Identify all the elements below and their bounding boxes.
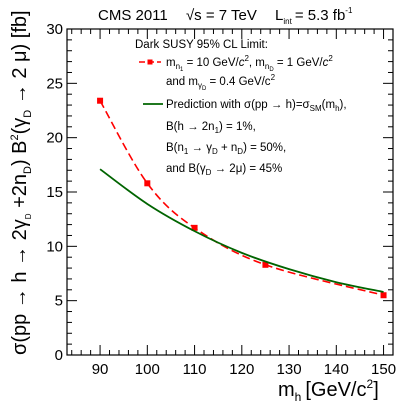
p3-mid2: + n [218,142,238,154]
y-tick-label: 5 [55,293,63,310]
y-title-part-4: D [22,166,34,174]
legend-header: Dark SUSY 95% CL Limit: [135,39,268,51]
y-tick-label: 20 [46,130,63,147]
y-tick-label: 30 [46,21,63,38]
l1-v1: = 10 GeV/ [183,57,239,69]
l2-subsub: D [202,86,207,92]
x-tick-label: 130 [277,361,302,378]
limit-data-point [262,261,269,268]
y-tick-label: 15 [46,184,63,201]
p3-text: B(n [166,142,184,154]
x-tick-label: 120 [229,361,254,378]
legend-prediction-line4: and B(γD → 2μ) = 45% [166,163,282,177]
l1-v2: = 1 GeV/ [274,57,324,69]
chart-header: CMS 2011 √s = 7 TeV Lint = 5.3 fb-1 [98,6,353,26]
l1-m1-sub: n [176,62,180,71]
y-title-part-2: D [24,213,33,219]
l2-sup: 2 [271,73,276,82]
x-title-unit: [GeV/c [305,379,366,401]
y-title-part-6: 2 [9,134,21,140]
l1-m1: m [166,57,176,69]
header-experiment: CMS 2011 [98,7,168,24]
x-axis-title: mh [GeV/c2] [278,377,379,404]
axis-ticks [67,28,394,356]
x-title-sub: h [295,390,302,404]
p4-text: and B(γ [166,163,206,175]
p4-sub: D [206,168,212,177]
l2-and: and m [166,76,198,88]
l2-sub: γ [198,81,202,90]
x-title-main: m [278,379,295,401]
y-title-part-7: (γ [9,118,31,135]
header-lumi-sub: int [283,17,292,26]
y-axis-title: σ(pp → h → 2γD +2nD) B2(γD → 2 μ) [fb] [9,10,34,355]
p3-mid: → γ [188,142,212,154]
p2-close: ) = 1%, [219,121,256,133]
series-prediction-line [99,168,384,293]
l1-v1-sup: 2 [244,54,249,63]
p3-sub: 1 [184,147,189,156]
p3-close: ) = 50%, [243,142,286,154]
p2-text: B(h → 2n [166,121,215,133]
limit-data-point [380,292,387,299]
y-title-part-5: ) B [9,140,31,166]
header-lumi-sup: -1 [345,6,353,15]
y-tick-label: 0 [55,347,63,364]
x-tick-label: 140 [324,361,349,378]
y-tick-label: 25 [46,75,63,92]
x-tick-label: 110 [183,361,207,378]
l2-v: = 0.4 GeV/c [206,76,270,88]
x-title-close: ] [373,379,379,401]
header-lumi-value: = 5.3 fb [295,7,345,24]
p1-text: Prediction with σ(pp → h)=σ [166,99,310,111]
legend-limit-swatch-marker [147,59,153,65]
limit-data-point [97,97,104,104]
l1-m2-subsub: D [269,67,274,73]
x-tick-label: 100 [135,361,160,378]
legend-prediction-line3: B(n1 → γD + nD) = 50%, [166,142,286,156]
l1-m1-subsub: 1 [180,67,184,73]
l1-v1-comma: , m [249,57,265,69]
p4-close: → 2μ) = 45% [211,163,282,175]
l1-v2-c: c [323,57,329,69]
legend-limit-line1: mn1 = 10 GeV/c2, mnD = 1 GeV/c2 [166,54,333,73]
x-tick-label: 150 [371,361,396,378]
l1-v2-sup: 2 [328,54,333,63]
p2-sub: 1 [215,126,220,135]
header-lumi: L [275,7,283,24]
limit-data-point [144,180,151,187]
axis-tick-labels: 90 100 110 120 130 140 150 0 5 10 15 20 25 30 [46,21,396,378]
l1-v1-c: c [239,57,245,69]
p1-sub: SM [310,104,322,113]
header-energy: √s = 7 TeV [186,7,257,24]
y-title-part-8: D [22,110,34,118]
legend-prediction-line2: B(h → 2n1) = 1%, [166,121,256,135]
y-title-part-9: → 2 μ) [fb] [9,10,31,109]
p1-tail: (m [322,99,335,111]
legend-limit-line2: and mγD = 0.4 GeV/c2 [166,73,276,92]
limit-data-point [191,224,198,231]
series-limit-markers [97,97,387,299]
p1-close: ), [340,99,347,111]
l1-m2-sub: n [265,62,269,71]
p1-tail-sub: h [335,104,339,113]
y-title-part-1: σ(pp → h → 2γ [9,219,31,355]
p3-sub3: D [237,147,243,156]
x-tick-label: 90 [92,361,109,378]
legend-prediction-line1: Prediction with σ(pp → h)=σSM(mh), [166,99,347,113]
legend: Dark SUSY 95% CL Limit: mn1 = 10 GeV/c2,… [135,39,347,177]
x-title-sup: 2 [367,377,374,391]
p3-sub2: D [212,147,218,156]
y-title-part-3: +2n [9,174,31,213]
y-tick-label: 10 [46,238,63,255]
